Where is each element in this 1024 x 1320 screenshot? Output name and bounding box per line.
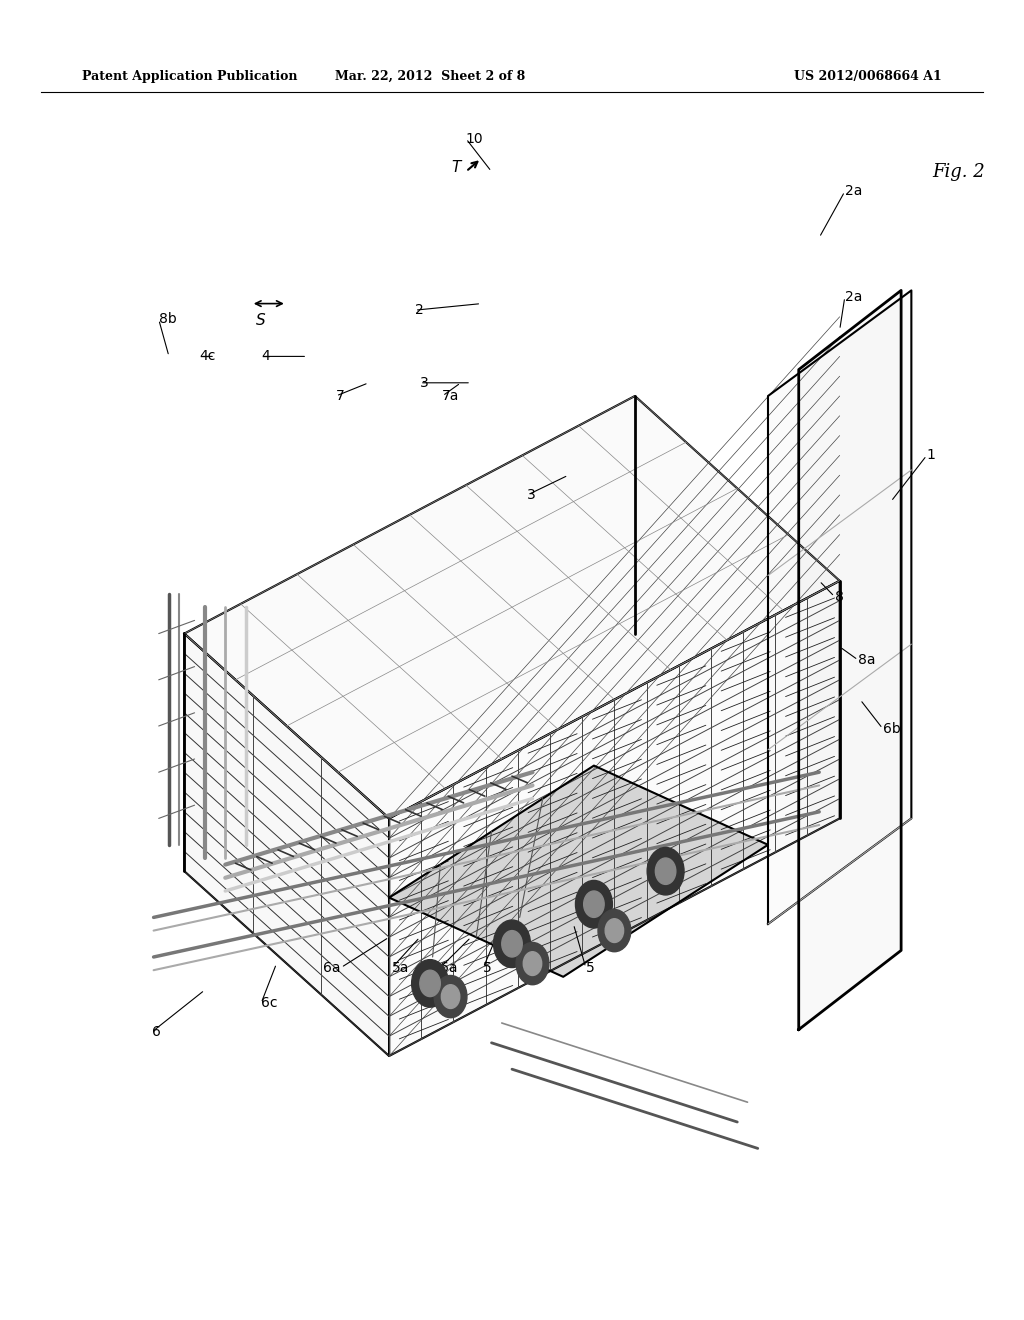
Text: T: T: [451, 160, 461, 176]
Text: US 2012/0068664 A1: US 2012/0068664 A1: [795, 70, 942, 83]
Text: 4c: 4c: [200, 350, 216, 363]
Text: 6b: 6b: [883, 722, 900, 735]
Circle shape: [598, 909, 631, 952]
Text: 6a: 6a: [324, 961, 341, 974]
Text: 7a: 7a: [442, 389, 460, 403]
Text: 2a: 2a: [845, 185, 862, 198]
Text: 5a: 5a: [392, 961, 410, 974]
Text: Fig. 2: Fig. 2: [932, 162, 985, 181]
Text: 1: 1: [927, 449, 936, 462]
Text: 10: 10: [466, 132, 483, 145]
Text: 2: 2: [415, 304, 424, 317]
Text: 3: 3: [420, 376, 429, 389]
Circle shape: [516, 942, 549, 985]
Circle shape: [523, 952, 542, 975]
Circle shape: [575, 880, 612, 928]
Circle shape: [655, 858, 676, 884]
Text: 5: 5: [483, 961, 493, 974]
Polygon shape: [389, 581, 840, 1056]
Text: 5: 5: [586, 961, 595, 974]
Circle shape: [420, 970, 440, 997]
Text: 6c: 6c: [261, 997, 278, 1010]
Circle shape: [441, 985, 460, 1008]
Polygon shape: [389, 766, 768, 977]
Text: 7: 7: [336, 389, 345, 403]
Text: 8: 8: [835, 590, 844, 603]
Text: S: S: [256, 313, 266, 327]
Text: 4: 4: [261, 350, 270, 363]
Circle shape: [434, 975, 467, 1018]
Polygon shape: [184, 634, 389, 1056]
Circle shape: [584, 891, 604, 917]
Text: 8a: 8a: [858, 653, 876, 667]
Text: Mar. 22, 2012  Sheet 2 of 8: Mar. 22, 2012 Sheet 2 of 8: [335, 70, 525, 83]
Text: 6a: 6a: [440, 961, 458, 974]
Circle shape: [494, 920, 530, 968]
Circle shape: [647, 847, 684, 895]
Text: 8b: 8b: [159, 313, 176, 326]
Text: 2a: 2a: [845, 290, 862, 304]
Circle shape: [502, 931, 522, 957]
Text: 6: 6: [152, 1026, 161, 1039]
Circle shape: [412, 960, 449, 1007]
Polygon shape: [799, 290, 901, 1030]
Text: Patent Application Publication: Patent Application Publication: [82, 70, 297, 83]
Circle shape: [605, 919, 624, 942]
Text: 3: 3: [527, 488, 537, 502]
Polygon shape: [184, 396, 840, 818]
Polygon shape: [768, 290, 911, 924]
